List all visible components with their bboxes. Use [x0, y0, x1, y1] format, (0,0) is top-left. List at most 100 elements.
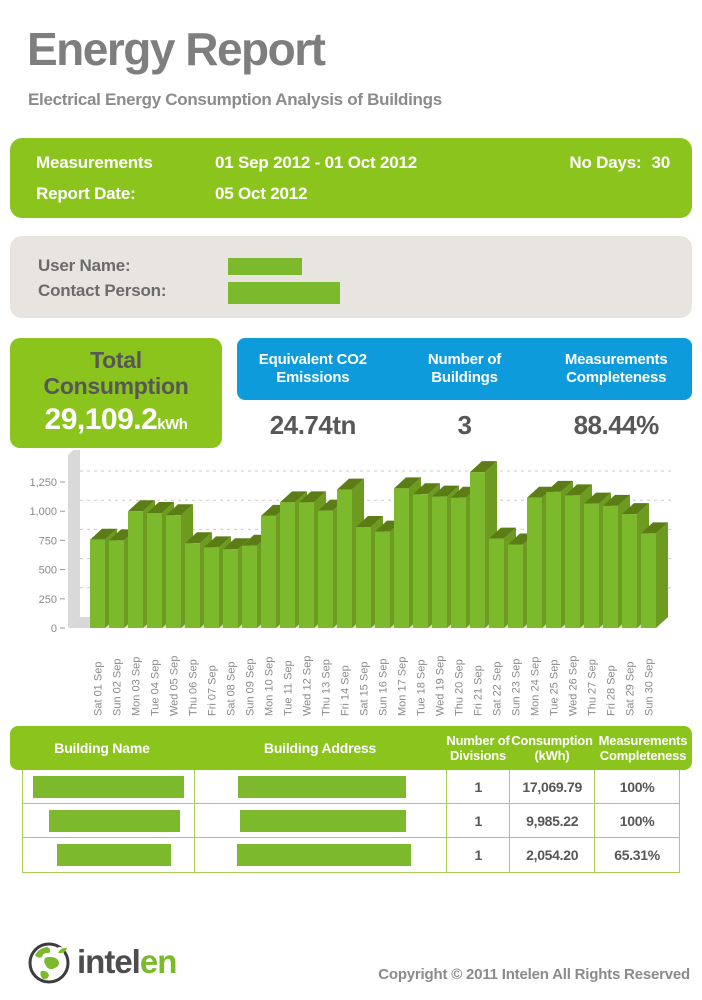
x-axis-label: Sun 16 Sep — [378, 659, 390, 717]
building-address-cell — [195, 838, 448, 872]
x-axis-label: Thu 13 Sep — [321, 659, 333, 716]
x-axis-label: Sat 29 Sep — [625, 662, 637, 716]
x-axis-label: Sun 02 Sep — [112, 659, 124, 717]
report-date-value: 05 Oct 2012 — [215, 184, 308, 203]
x-axis-label: Tue 18 Sep — [416, 660, 428, 716]
x-axis-label: Tue 04 Sep — [150, 660, 162, 716]
stats-values-row: 24.74tn 3 88.44% — [237, 402, 692, 448]
measurements-info-bar: Measurements 01 Sep 2012 - 01 Oct 2012 N… — [10, 138, 692, 218]
building-name-redacted — [57, 844, 171, 866]
completeness-cell: 100% — [619, 812, 655, 829]
stat-value-buildings: 3 — [457, 409, 472, 440]
measurements-label: Measurements — [36, 153, 153, 172]
table-row: 1 9,985.22 100% — [23, 804, 679, 838]
building-address-cell — [195, 804, 448, 837]
stat-value-completeness: 88.44% — [573, 409, 660, 440]
intelen-logo: intelen — [25, 938, 177, 986]
x-axis-label: Wed 05 Sep — [169, 656, 181, 716]
y-tick-label: 1,250 — [29, 477, 57, 489]
completeness-cell: 65.31% — [614, 847, 660, 863]
stats-header-bar: Equivalent CO2 Emissions Number of Build… — [237, 338, 692, 400]
copyright-text: Copyright © 2011 Intelen All Rights Rese… — [378, 966, 690, 983]
total-consumption-unit: kWh — [157, 416, 188, 433]
x-axis-label: Wed 19 Sep — [435, 656, 447, 716]
page-title: Energy Report — [27, 23, 326, 75]
building-name-redacted — [33, 775, 184, 798]
x-axis-label: Fri 14 Sep — [340, 665, 352, 716]
x-axis-label: Sat 08 Sep — [226, 662, 238, 716]
y-tick-label: 0 — [51, 623, 57, 635]
page-subtitle: Electrical Energy Consumption Analysis o… — [28, 90, 442, 109]
total-consumption-title: Total Consumption — [43, 347, 189, 399]
building-name-cell — [23, 770, 195, 803]
x-axis-label: Mon 10 Sep — [264, 657, 276, 716]
consumption-cell: 9,985.22 — [510, 804, 596, 837]
y-tick-label: 250 — [39, 594, 57, 606]
total-consumption-box: Total Consumption 29,109.2kWh — [10, 338, 222, 448]
x-axis-label: Fri 28 Sep — [606, 665, 618, 716]
buildings-table-header: Building Name Building Address Number of… — [10, 726, 692, 770]
building-address-redacted — [236, 844, 411, 866]
x-axis-label: Sat 01 Sep — [93, 662, 105, 716]
x-axis-label: Thu 06 Sep — [188, 659, 200, 716]
building-address-redacted — [239, 809, 406, 832]
x-axis-label: Sun 23 Sep — [511, 659, 523, 717]
stat-value-co2: 24.74tn — [269, 409, 357, 440]
x-axis-label: Sun 30 Sep — [644, 659, 656, 717]
building-address-redacted — [237, 775, 406, 798]
stat-header-co2: Equivalent CO2 Emissions — [258, 351, 367, 386]
no-days-label: No Days: — [569, 153, 642, 172]
contact-person-redacted — [228, 282, 340, 304]
x-axis-label: Mon 24 Sep — [530, 657, 542, 716]
divisions-cell: 1 — [447, 838, 511, 872]
x-axis-label: Sat 15 Sep — [359, 662, 371, 716]
x-axis-label: Mon 17 Sep — [397, 657, 409, 716]
stat-header-buildings: Number of Buildings — [427, 351, 502, 386]
user-name-redacted — [228, 258, 302, 275]
x-axis-label: Fri 21 Sep — [473, 665, 485, 716]
x-axis-label: Sat 22 Sep — [492, 662, 504, 716]
total-consumption-value: 29,109.2kWh — [10, 403, 222, 437]
building-address-cell — [195, 770, 448, 803]
total-consumption-number: 29,109.2 — [44, 403, 158, 436]
col-header-building-name: Building Name — [54, 739, 150, 756]
chart-left-wall — [68, 450, 80, 628]
x-axis-label: Wed 26 Sep — [568, 656, 580, 716]
no-days-value: 30 — [651, 153, 670, 172]
divisions-cell: 1 — [447, 804, 511, 837]
x-axis-label: Sun 09 Sep — [245, 659, 257, 717]
x-axis-label: Tue 25 Sep — [549, 660, 561, 716]
no-days: No Days: 30 — [559, 153, 670, 173]
buildings-table-body: 1 17,069.79 100% 1 9,985.22 100% 1 2,054.20 65.3… — [22, 770, 680, 873]
logo-text: intelen — [77, 943, 177, 980]
x-axis-label: Thu 20 Sep — [454, 659, 466, 716]
x-axis-label: Wed 12 Sep — [302, 656, 314, 716]
user-info-box: User Name: Contact Person: — [10, 236, 692, 318]
stat-header-completeness: Measurements Completeness — [564, 351, 668, 386]
measurements-period: 01 Sep 2012 - 01 Oct 2012 — [215, 153, 417, 172]
building-name-redacted — [49, 809, 180, 832]
building-name-cell — [23, 838, 195, 872]
report-date-label: Report Date: — [36, 184, 136, 203]
consumption-cell: 17,069.79 — [510, 770, 596, 803]
col-header-building-address: Building Address — [263, 739, 377, 756]
y-tick-label: 500 — [39, 565, 57, 577]
divisions-cell: 1 — [447, 770, 511, 803]
globe-icon — [28, 942, 70, 984]
col-header-completeness: Measurements Completeness — [598, 733, 688, 763]
col-header-consumption: Consumption (kWh) — [511, 733, 593, 763]
x-axis-label: Fri 07 Sep — [207, 665, 219, 716]
building-name-cell — [23, 804, 195, 837]
col-header-divisions: Number of Divisions — [446, 733, 510, 763]
x-axis-label: Thu 27 Sep — [587, 659, 599, 716]
user-name-label: User Name: — [38, 256, 131, 275]
table-row: 1 2,054.20 65.31% — [23, 838, 679, 872]
table-row: 1 17,069.79 100% — [23, 770, 679, 804]
x-axis-label: Mon 03 Sep — [131, 657, 143, 716]
y-tick-label: 1,000 — [29, 506, 57, 518]
consumption-cell: 2,054.20 — [510, 838, 596, 872]
x-axis-label: Tue 11 Sep — [283, 660, 295, 716]
daily-consumption-bar-chart: 0 250 500 750 1,000 1,250 Sat 01 Sep Sun 02 Sep… — [0, 450, 702, 722]
completeness-cell: 100% — [619, 778, 655, 795]
